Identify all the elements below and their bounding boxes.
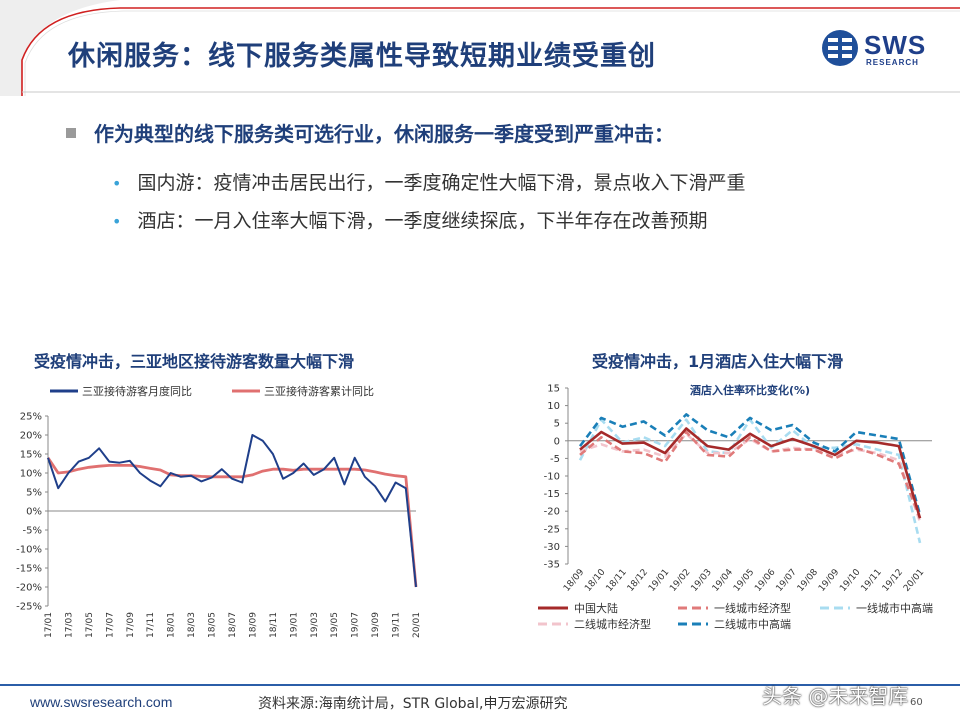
chart2-legend-label: 中国大陆	[574, 601, 618, 615]
chart2-x-tick-label: 19/02	[668, 568, 692, 594]
chart1-y-tick-label: 0%	[26, 507, 42, 518]
chart2-series-line	[578, 413, 922, 516]
chart1-x-tick-label: 19/09	[371, 612, 381, 638]
chart1-y-tick-label: -15%	[16, 564, 42, 575]
logo-subtext: RESEARCH	[866, 58, 919, 67]
chart2-y-tick-label: 5	[554, 419, 560, 430]
chart2-x-tick-label: 19/05	[732, 568, 756, 594]
chart2-x-tick-label: 19/04	[711, 567, 736, 594]
chart2-x-tick-label: 19/06	[753, 567, 778, 594]
watermark: 头条 @未来智库	[762, 684, 909, 708]
sub-bullet-1: • 国内游：疫情冲击居民出行，一季度确定性大幅下滑，景点收入下滑严重	[112, 168, 745, 195]
logo-mark-icon	[822, 30, 858, 66]
chart2-y-tick-label: 0	[554, 436, 560, 447]
chart2-x-tick-label: 19/08	[796, 567, 821, 594]
chart2-x-tick-label: 20/01	[902, 568, 926, 594]
dot-bullet-icon: •	[112, 212, 122, 231]
chart1-x-tick-label: 17/01	[44, 612, 54, 638]
chart2-x-tick-label: 19/09	[817, 567, 842, 594]
chart2-x-tick-label: 19/07	[774, 568, 798, 594]
chart1-y-tick-label: 25%	[20, 412, 42, 423]
chart1-title: 受疫情冲击，三亚地区接待游客数量大幅下滑	[34, 352, 355, 371]
chart1-x-tick-label: 18/07	[228, 612, 238, 638]
chart2-y-tick-label: -30	[544, 542, 560, 553]
main-bullet-text: 作为典型的线下服务类可选行业，休闲服务一季度受到严重冲击：	[94, 122, 674, 146]
chart1-x-tick-label: 18/09	[248, 612, 258, 638]
chart1-y-tick-label: -25%	[16, 602, 42, 613]
chart1-y-tick-label: 20%	[20, 431, 42, 442]
square-bullet-icon	[66, 128, 76, 138]
chart2-x-tick-label: 18/10	[583, 567, 608, 594]
chart1-x-tick-label: 19/05	[330, 612, 340, 638]
sub-bullet-text: 国内游：疫情冲击居民出行，一季度确定性大幅下滑，景点收入下滑严重	[137, 172, 746, 194]
chart1-y-tick-label: -5%	[23, 526, 42, 537]
chart2-series-line	[579, 432, 922, 523]
chart2-x-tick-label: 18/09	[562, 567, 587, 594]
footer-divider	[0, 684, 960, 686]
page-number: 60	[910, 697, 923, 708]
chart1-x-tick-label: 18/03	[187, 612, 197, 638]
chart1-x-tick-label: 17/09	[126, 612, 136, 638]
chart2-x-tick-label: 19/10	[838, 567, 863, 594]
sub-bullet-2: • 酒店：一月入住率大幅下滑，一季度继续探底，下半年存在改善预期	[112, 206, 707, 233]
chart2-subtitle: 酒店入住率环比变化(%)	[690, 383, 810, 397]
chart2-series-line	[578, 418, 922, 544]
dot-bullet-icon: •	[112, 174, 122, 193]
chart1-x-tick-label: 19/07	[351, 612, 361, 638]
chart1-legend-label: 三亚接待游客累计同比	[264, 384, 374, 398]
chart2-series-line	[579, 430, 922, 519]
chart2-y-tick-label: -35	[544, 560, 560, 571]
sws-logo: SWS RESEARCH	[820, 26, 940, 70]
chart1-x-tick-label: 18/05	[208, 612, 218, 638]
chart2-x-tick-label: 19/12	[881, 568, 905, 594]
chart1-x-tick-label: 17/07	[105, 612, 115, 638]
chart1-x-tick-label: 18/01	[167, 612, 177, 638]
chart2-legend-label: 一线城市中高端	[856, 601, 933, 615]
chart1-x-tick-label: 18/11	[269, 612, 279, 638]
chart1-x-tick-label: 19/11	[392, 612, 402, 638]
chart2-y-tick-label: -20	[544, 507, 560, 518]
chart2-title: 受疫情冲击，1月酒店入住大幅下滑	[592, 352, 844, 371]
chart1-y-tick-label: 15%	[20, 450, 42, 461]
chart2-x-tick-label: 19/01	[647, 568, 671, 594]
chart1-y-tick-label: 5%	[26, 488, 42, 499]
chart1-x-tick-label: 17/03	[64, 612, 74, 638]
main-bullet: 作为典型的线下服务类可选行业，休闲服务一季度受到严重冲击：	[66, 118, 674, 147]
chart2-y-tick-label: -10	[544, 472, 560, 483]
chart1-x-tick-label: 20/01	[412, 612, 422, 638]
chart1-y-tick-label: -10%	[16, 545, 42, 556]
chart2-y-tick-label: -5	[550, 454, 560, 465]
header-band	[0, 0, 960, 96]
chart2-x-tick-label: 19/11	[859, 568, 883, 594]
chart2-y-tick-label: -15	[544, 489, 560, 500]
chart2-legend-label: 二线城市中高端	[714, 617, 791, 631]
chart2-legend-label: 一线城市经济型	[714, 601, 791, 615]
sub-bullet-text: 酒店：一月入住率大幅下滑，一季度继续探底，下半年存在改善预期	[137, 210, 708, 232]
chart1-series-line	[46, 457, 418, 588]
footer-source: 资料来源:海南统计局，STR Global,申万宏源研究	[258, 696, 568, 712]
chart1-y-tick-label: -20%	[16, 583, 42, 594]
chart1-series-line	[47, 434, 417, 588]
chart1-y-tick-label: 10%	[20, 469, 42, 480]
chart1-x-tick-label: 19/01	[289, 612, 299, 638]
chart2-legend-label: 二线城市经济型	[574, 617, 651, 631]
chart1-legend-label: 三亚接待游客月度同比	[82, 384, 192, 398]
chart2-y-tick-label: 10	[547, 401, 560, 412]
chart2-y-tick-label: -25	[544, 524, 560, 535]
chart1-sanya-visitors: 三亚接待游客月度同比 三亚接待游客累计同比 25% 20% 15% 10% 5% 0% -5% -…	[16, 384, 422, 638]
chart1-x-tick-label: 17/05	[85, 612, 95, 638]
chart1-x-tick-label: 17/11	[146, 612, 156, 638]
logo-text: SWS	[864, 30, 927, 60]
chart2-hotel-occupancy: 酒店入住率环比变化(%)151050-5-10-15-20-25-30-3518…	[538, 383, 933, 631]
footer-website-link[interactable]: www.swsresearch.com	[30, 694, 173, 710]
chart2-x-tick-label: 18/11	[604, 568, 628, 594]
page-title: 休闲服务：线下服务类属性导致短期业绩受重创	[68, 41, 656, 72]
chart2-x-tick-label: 18/12	[626, 568, 650, 594]
chart2-y-tick-label: 15	[547, 384, 560, 395]
chart1-x-tick-label: 19/03	[310, 612, 320, 638]
chart2-series-line	[579, 427, 922, 519]
chart2-x-tick-label: 19/03	[689, 568, 713, 594]
